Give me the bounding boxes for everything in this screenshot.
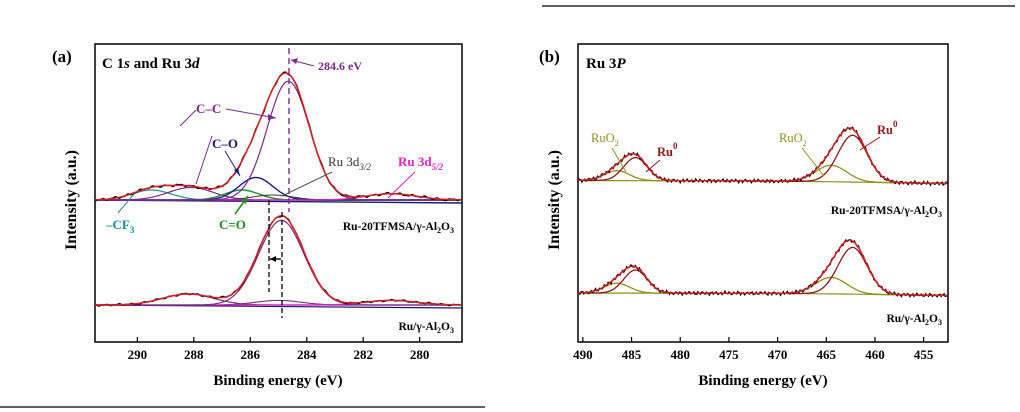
panel-a-tick-label-288: 288 (184, 347, 204, 362)
annot-c-eq-o: C=O (219, 217, 246, 232)
shift-arrowhead (270, 256, 276, 262)
top-envelope-fit (95, 72, 461, 201)
bottom-envelope-fit (95, 215, 461, 306)
annot-ru3d52: Ru 3d5/2 (398, 154, 444, 172)
panel-b-ylabel: Intensity (a.u.) (546, 150, 563, 250)
panel-b-curves (577, 126, 948, 298)
panel-b-title: Ru 3P (586, 56, 626, 72)
annot-ru3d32: Ru 3d3/2 (328, 154, 371, 172)
annot-ruo2-right-arrow (801, 147, 825, 177)
annot-ru3d32-arrow (281, 171, 333, 197)
reference-line-label: 284.6 eV (318, 59, 362, 73)
annot-cf3-arrow (117, 193, 135, 214)
annot-ru0-left: Ru0 (657, 141, 678, 159)
annot-c-o: C–O (212, 136, 238, 151)
panel-b: (b) Intensity (a.u.) Ru 3P 490 485 480 475 4… (539, 43, 949, 389)
annot-c-c-arrowhead (268, 114, 276, 120)
panel-a-tick-label-284: 284 (297, 347, 317, 362)
panel-b-tick-label-455: 455 (914, 347, 934, 362)
panel-a-sample-label-1: Ru-20TFMSA/γ-Al2O3 (343, 221, 454, 235)
panel-a-title: C 1s and Ru 3d (102, 56, 200, 72)
bottom-coo-component (95, 293, 461, 306)
panel-b-tick-label-490: 490 (573, 347, 593, 362)
bottom-c-c-component (95, 219, 461, 306)
panel-a-tick-label-286: 286 (241, 347, 261, 362)
panel-b-sample-label-2: Ru/γ-Al2O3 (886, 313, 942, 327)
bottom-envelope-fit (578, 239, 947, 297)
panel-a-ylabel: Intensity (a.u.) (63, 150, 80, 250)
top-raw-data (94, 71, 461, 202)
annot-c-o-arrowhead (234, 168, 240, 176)
panel-b-sample-label-1: Ru-20TFMSA/γ-Al2O3 (831, 205, 942, 219)
annot-ruo2-left-arrow (611, 147, 627, 173)
panel-a-sample-label-2: Ru/γ-Al2O3 (398, 321, 454, 335)
panel-a-xlabel: Binding energy (eV) (213, 373, 342, 389)
panel-a-x-ticks: 290 288 286 284 282 280 (128, 337, 430, 362)
panel-a-tick-label-282: 282 (353, 347, 373, 362)
annot-ru3d52-arrow (387, 171, 416, 199)
panel-b-tick-label-470: 470 (768, 347, 788, 362)
annot-c-o-arrow1 (195, 135, 213, 185)
panel-b-tick-label-480: 480 (670, 347, 690, 362)
panel-b-x-ticks: 490 485 480 475 470 465 460 455 (573, 337, 934, 362)
panel-a-curves (94, 71, 463, 309)
annot-ruo2-left: RuO2 (591, 131, 619, 148)
annot-ru0-right-arrow (859, 136, 881, 151)
annot-ruo2-right: RuO2 (779, 131, 807, 148)
annot-c-eq-o-arrowhead (241, 196, 248, 204)
panel-a-tick-label-280: 280 (410, 347, 430, 362)
reference-label-arrowhead (291, 58, 298, 64)
panel-b-frame (577, 43, 949, 343)
annot-c-c-arrow1 (179, 109, 197, 127)
panel-a-frame (94, 43, 463, 343)
annot-ru0-right: Ru0 (877, 119, 898, 137)
annot-c-c: C–C (196, 101, 221, 116)
panel-b-label: (b) (539, 47, 560, 66)
annot-c-c-arrow2 (225, 108, 277, 119)
panel-b-tick-label-465: 465 (817, 347, 837, 362)
panel-b-tick-label-460: 460 (865, 347, 885, 362)
top-envelope-fit (578, 127, 947, 185)
panel-b-tick-label-485: 485 (622, 347, 642, 362)
annot-ru0-left-arrow (645, 159, 661, 173)
annot-cf3: –CF3 (105, 217, 135, 235)
top-c-c-component (95, 80, 461, 201)
panel-b-tick-label-475: 475 (719, 347, 739, 362)
bottom-raw-data (578, 238, 948, 298)
panel-b-xlabel: Binding energy (eV) (698, 373, 827, 389)
panel-a-label: (a) (52, 47, 72, 66)
panel-a-tick-label-290: 290 (128, 347, 148, 362)
panel-a: (a) Intensity (a.u.) C 1s and Ru 3d 290 2… (52, 43, 463, 389)
